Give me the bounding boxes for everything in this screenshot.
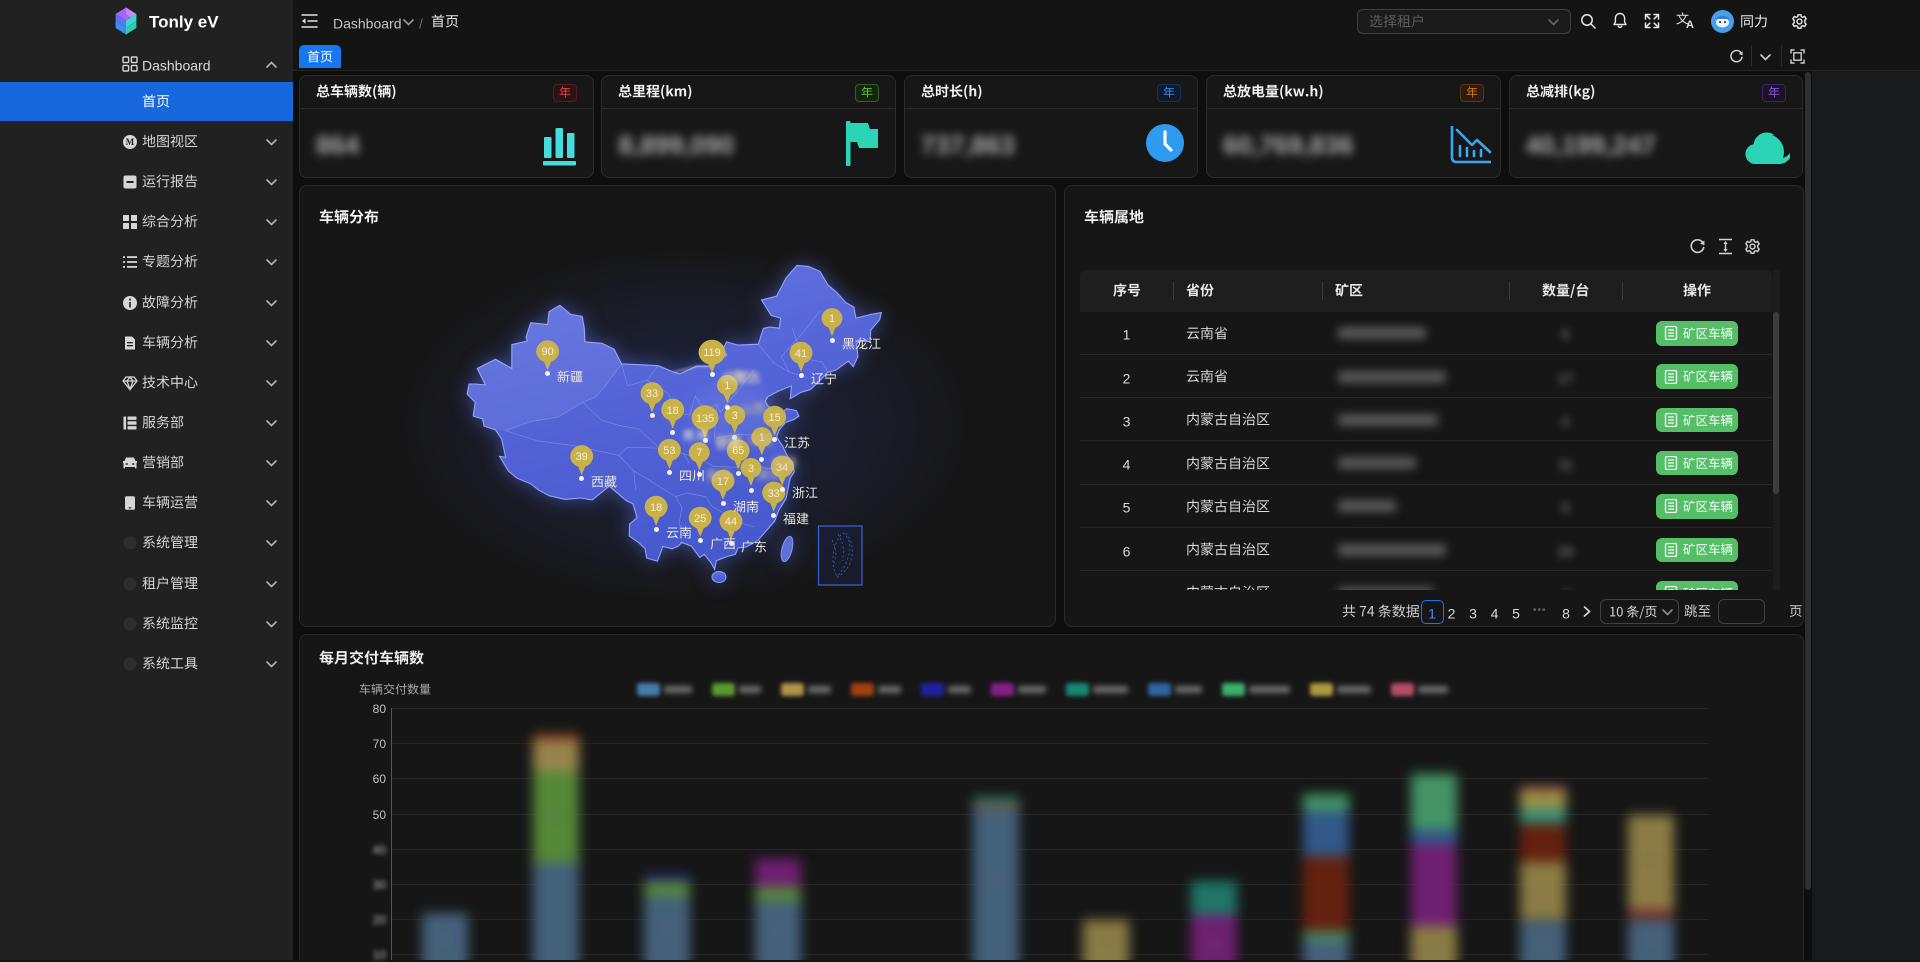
- svg-text:M: M: [126, 137, 135, 147]
